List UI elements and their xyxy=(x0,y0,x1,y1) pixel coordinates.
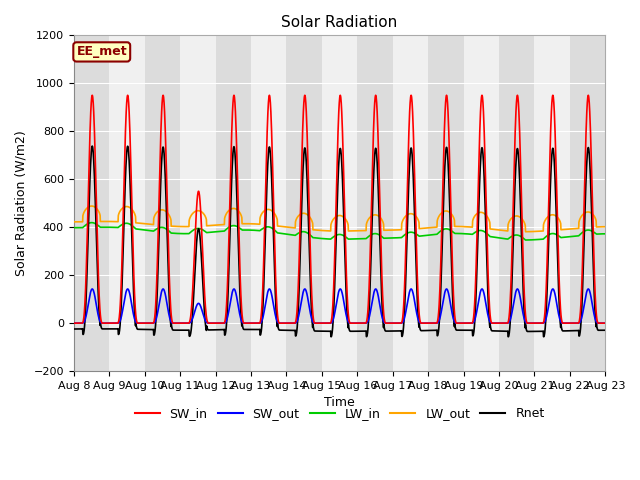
LW_out xyxy=(218,222,226,228)
LW_in xyxy=(70,225,77,230)
SW_in xyxy=(554,249,562,254)
Bar xyxy=(286,36,322,371)
Bar xyxy=(251,36,286,371)
Y-axis label: Solar Radiation (W/m2): Solar Radiation (W/m2) xyxy=(15,131,28,276)
LW_in xyxy=(88,220,95,226)
Bar xyxy=(180,36,216,371)
SW_out xyxy=(88,286,96,292)
SW_in xyxy=(355,320,362,326)
Rnet xyxy=(504,334,512,340)
SW_in xyxy=(70,320,77,326)
Rnet xyxy=(494,328,502,334)
LW_out xyxy=(601,224,609,229)
Bar xyxy=(322,36,357,371)
SW_in xyxy=(367,249,374,254)
LW_in xyxy=(218,228,226,234)
Bar xyxy=(499,36,534,371)
Legend: SW_in, SW_out, LW_in, LW_out, Rnet: SW_in, SW_out, LW_in, LW_out, Rnet xyxy=(129,402,550,425)
X-axis label: Time: Time xyxy=(324,396,355,409)
SW_out xyxy=(70,320,77,326)
Rnet xyxy=(555,284,563,289)
LW_out xyxy=(522,229,529,235)
Bar xyxy=(357,36,393,371)
Bar xyxy=(393,36,428,371)
LW_in xyxy=(555,233,563,239)
SW_out xyxy=(601,320,609,326)
LW_out xyxy=(494,227,502,233)
LW_out xyxy=(367,214,374,220)
SW_in xyxy=(601,320,609,326)
SW_out xyxy=(355,320,362,326)
LW_in xyxy=(494,235,502,240)
LW_out xyxy=(70,219,77,225)
SW_in xyxy=(494,320,502,326)
SW_out xyxy=(367,310,374,315)
LW_out xyxy=(570,226,577,232)
LW_in xyxy=(601,231,609,237)
Rnet xyxy=(88,143,96,149)
Bar xyxy=(216,36,251,371)
LW_in xyxy=(355,236,362,241)
Bar xyxy=(428,36,463,371)
SW_in xyxy=(569,320,577,326)
LW_in xyxy=(570,233,577,239)
Line: SW_out: SW_out xyxy=(74,289,605,323)
Rnet xyxy=(218,327,226,333)
SW_out xyxy=(554,310,562,315)
Rnet xyxy=(355,328,362,334)
Line: SW_in: SW_in xyxy=(74,96,605,323)
Rnet xyxy=(367,277,374,283)
Rnet xyxy=(70,326,77,332)
Text: EE_met: EE_met xyxy=(76,46,127,59)
Title: Solar Radiation: Solar Radiation xyxy=(282,15,397,30)
Line: LW_in: LW_in xyxy=(74,223,605,240)
Rnet xyxy=(601,327,609,333)
SW_in xyxy=(218,320,226,326)
SW_out xyxy=(494,320,502,326)
Line: Rnet: Rnet xyxy=(74,146,605,337)
Line: LW_out: LW_out xyxy=(74,206,605,232)
SW_out xyxy=(218,320,226,326)
Bar xyxy=(534,36,570,371)
Rnet xyxy=(570,328,577,334)
LW_out xyxy=(555,216,563,221)
LW_in xyxy=(367,232,374,238)
Bar xyxy=(570,36,605,371)
Bar xyxy=(109,36,145,371)
LW_in xyxy=(522,237,529,243)
Bar xyxy=(463,36,499,371)
LW_out xyxy=(88,203,95,209)
SW_out xyxy=(569,320,577,326)
LW_out xyxy=(355,228,362,234)
Bar xyxy=(145,36,180,371)
SW_in xyxy=(88,93,96,98)
Bar xyxy=(74,36,109,371)
